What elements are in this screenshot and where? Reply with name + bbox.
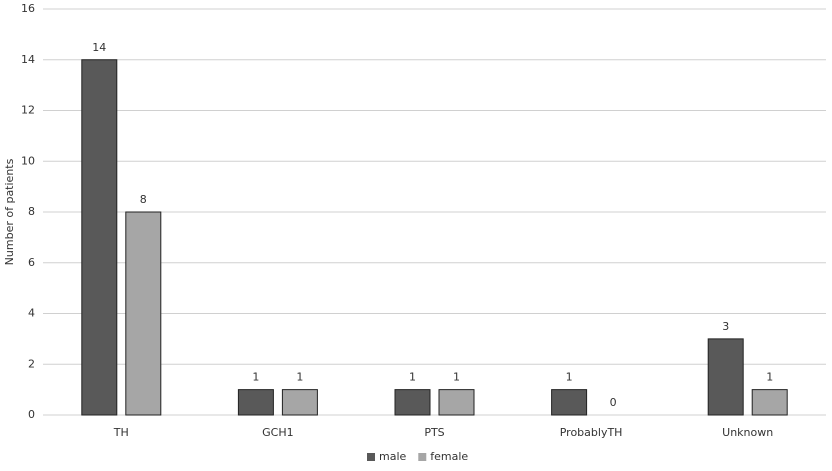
data-label: 0 [610,396,617,409]
y-tick-label: 6 [28,256,35,269]
y-tick-label: 10 [21,154,35,167]
x-tick-label: ProbablyTH [560,426,623,439]
data-label: 1 [296,371,303,384]
data-label: 8 [140,193,147,206]
data-label: 1 [766,371,773,384]
legend-swatch [367,453,375,461]
bar [81,59,118,416]
y-tick-label: 2 [28,357,35,370]
x-tick-label: PTS [424,426,444,439]
y-tick-label: 8 [28,205,35,218]
bar [751,389,788,416]
x-tick-label: GCH1 [262,426,293,439]
y-tick-label: 4 [28,307,35,320]
bar [551,389,588,416]
data-label: 14 [92,41,106,54]
bar [281,389,318,416]
data-label: 3 [722,320,729,333]
bar [125,211,162,416]
legend-label: female [430,450,468,463]
data-label: 1 [566,371,573,384]
y-tick-label: 0 [28,408,35,421]
bar [438,389,475,416]
x-tick-label: TH [113,426,129,439]
bar [394,389,431,416]
data-label: 1 [409,371,416,384]
data-label: 1 [252,371,259,384]
legend-swatch [418,453,427,461]
y-tick-label: 16 [21,2,35,15]
bar [237,389,274,416]
y-tick-label: 14 [21,53,35,66]
data-label: 1 [453,371,460,384]
legend-label: male [379,450,407,463]
bar [707,338,744,416]
y-axis-label: Number of patients [3,158,16,265]
x-tick-label: Unknown [722,426,773,439]
y-tick-label: 12 [21,104,35,117]
